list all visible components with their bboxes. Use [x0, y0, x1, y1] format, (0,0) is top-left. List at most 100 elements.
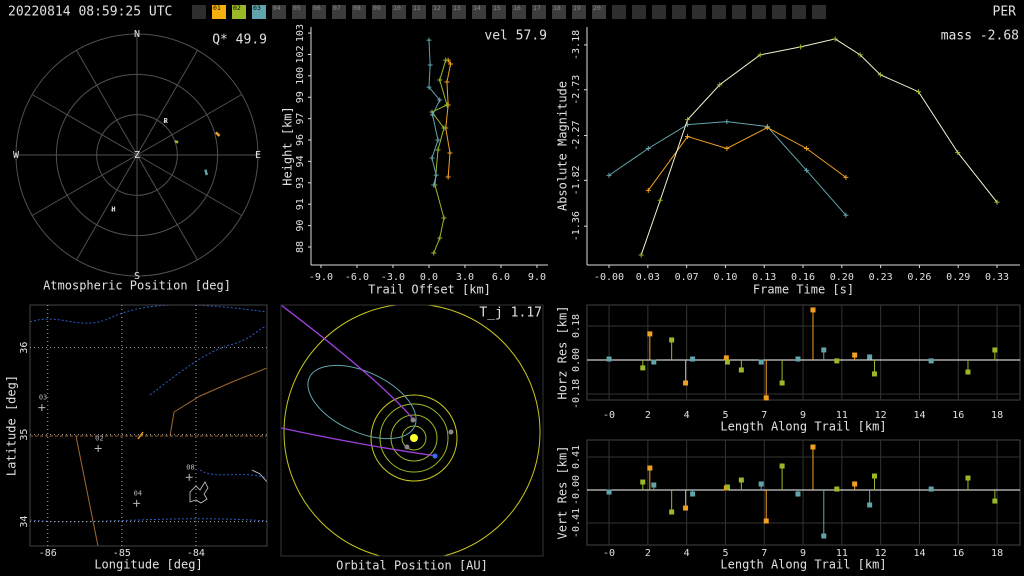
residual-point — [992, 498, 998, 504]
residual-point — [690, 491, 696, 497]
residual-point — [795, 356, 801, 362]
point-marker — [877, 72, 883, 78]
residual-point — [928, 358, 934, 364]
planet — [404, 444, 410, 450]
residual-point — [669, 337, 675, 343]
river — [149, 325, 267, 396]
point-marker — [685, 134, 691, 140]
point-marker — [444, 102, 450, 108]
station-slot — [272, 5, 286, 19]
residual-point — [821, 533, 827, 539]
residual-point — [738, 367, 744, 373]
y-tick-label: 99 — [295, 91, 306, 103]
y-axis-label: Height [km] — [281, 106, 295, 185]
residual-point — [647, 331, 653, 337]
residual-point — [928, 486, 934, 492]
residual-point — [690, 356, 696, 362]
y-tick-label: 0.00 — [571, 348, 582, 372]
x-tick-label: 0.26 — [907, 272, 931, 283]
y-tick-label: -1.82 — [571, 165, 582, 195]
station-label: 15 — [493, 4, 501, 12]
event-code: PER — [993, 5, 1017, 20]
residual-point — [779, 380, 785, 386]
station-label: 17 — [533, 4, 541, 12]
residual-point — [724, 484, 730, 490]
x-tick-label: 0.29 — [946, 272, 970, 283]
compass-label: W — [13, 150, 20, 161]
compass-label: E — [255, 150, 261, 161]
sky-track — [214, 131, 221, 137]
x-tick-label: 0.16 — [791, 272, 815, 283]
polar-spoke — [76, 154, 138, 261]
point-marker — [764, 125, 770, 131]
station-slot — [332, 5, 346, 19]
residual-point — [723, 355, 729, 361]
point-marker — [724, 119, 730, 125]
x-tick-label: 9.0 — [528, 272, 546, 283]
empty-slot — [792, 5, 806, 19]
station-label: 04 — [273, 4, 281, 12]
point-marker — [444, 79, 450, 85]
planet-orbit — [401, 425, 427, 451]
y-tick-label: 97 — [295, 113, 306, 125]
y-tick-label: 91 — [295, 198, 306, 210]
x-tick-label: 9 — [800, 548, 806, 559]
x-tick-label: 5 — [722, 410, 728, 421]
y-axis-label: Absolute Magnitude — [556, 81, 570, 211]
x-tick-label: 0.20 — [830, 272, 854, 283]
x-axis-label: Length Along Trail [km] — [720, 420, 886, 434]
station-label: 07 — [333, 4, 341, 12]
station-slot — [212, 5, 226, 19]
y-axis-label: Horz Res [km] — [556, 306, 570, 400]
x-tick-label: 0.13 — [752, 272, 776, 283]
station-label: 01 — [213, 4, 221, 12]
x-tick-label: 0.33 — [985, 272, 1009, 283]
y-tick-label: -1.36 — [571, 211, 582, 241]
station-label: 12 — [433, 4, 441, 12]
x-tick-label: 4 — [684, 548, 690, 559]
planet — [410, 417, 416, 423]
station-label: 08 — [186, 463, 194, 471]
point-marker — [427, 62, 433, 68]
y-tick-label: 103 — [295, 24, 306, 42]
sky-track — [174, 140, 179, 144]
point-marker — [757, 52, 763, 58]
x-tick-label: 5 — [722, 548, 728, 559]
residual-point — [669, 509, 675, 515]
point-marker — [606, 172, 612, 178]
point-marker — [638, 252, 644, 258]
point-marker — [443, 57, 449, 63]
station-label: 04 — [134, 489, 142, 497]
sky-marker — [163, 121, 166, 124]
point-marker — [441, 125, 447, 131]
map-layer — [30, 305, 267, 546]
meteoroid-orbit — [307, 364, 417, 440]
compass-label: N — [134, 29, 140, 40]
point-marker — [724, 145, 730, 151]
empty-slot — [772, 5, 786, 19]
x-tick-label: -84 — [187, 548, 205, 559]
y-tick-label: -0.00 — [571, 475, 582, 505]
x-tick-label: 0.0 — [420, 272, 438, 283]
annotation: Q* 49.9 — [212, 33, 267, 48]
residual-point — [738, 477, 744, 483]
point-marker — [426, 37, 432, 43]
x-tick-label: -9.0 — [309, 272, 333, 283]
station-slot — [532, 5, 546, 19]
y-tick-label: -2.73 — [571, 75, 582, 105]
point-marker — [447, 150, 453, 156]
residual-point — [683, 380, 689, 386]
station-marker — [185, 473, 193, 481]
point-marker — [431, 250, 437, 256]
ground-track — [137, 431, 144, 440]
station-label: 11 — [413, 4, 421, 12]
station-label: 08 — [353, 4, 361, 12]
x-tick-label: 7 — [761, 548, 767, 559]
station-slot — [512, 5, 526, 19]
station-label: 09 — [373, 4, 381, 12]
x-tick-label: 2 — [645, 410, 651, 421]
station-label: 18 — [553, 4, 561, 12]
river — [30, 305, 267, 324]
border — [75, 435, 99, 546]
polar-spoke — [136, 154, 243, 216]
